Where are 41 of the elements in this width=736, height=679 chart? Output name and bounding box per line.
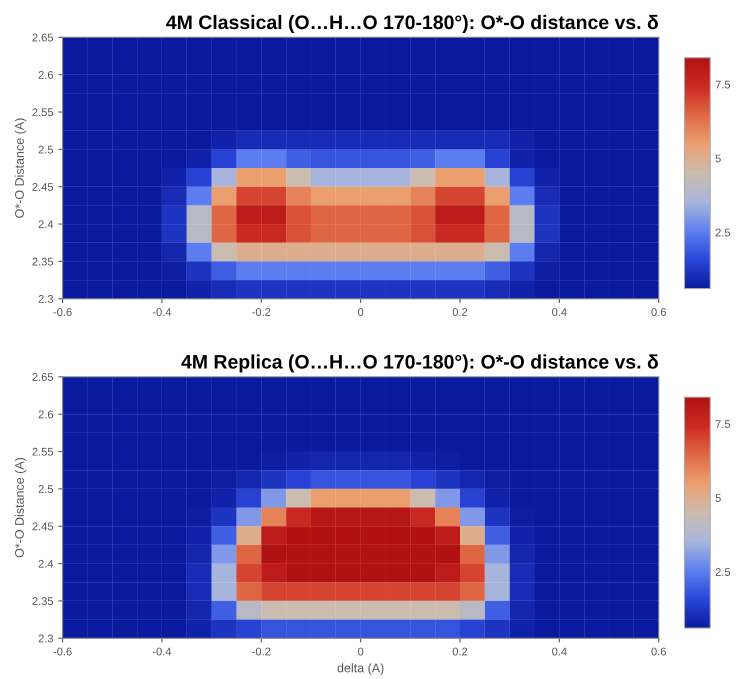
- color-bar-label: 7.5: [716, 80, 730, 88]
- x-tick-label: -0.6: [53, 648, 72, 656]
- y-tick-label: 2.4: [38, 220, 54, 228]
- y-tick-label: 2.35: [32, 258, 54, 266]
- color-bar-label: 5: [716, 494, 721, 502]
- x-tick-label: 0: [358, 308, 364, 316]
- x-tick-label: 0.6: [651, 648, 666, 656]
- x-tick-label: 0.4: [552, 308, 567, 316]
- x-tick-label: -0.6: [53, 308, 72, 316]
- color-bar-label: 2.5: [716, 228, 730, 236]
- x-tick-label: -0.4: [152, 308, 172, 316]
- x-tick-label: -0.4: [152, 648, 172, 656]
- x-axis-title: delta (A): [338, 663, 384, 675]
- y-tick-label: 2.6: [38, 410, 54, 418]
- chart-title: 4M Replica (O…H…O 170-180°): O*-O distance vs. δ: [181, 354, 658, 373]
- color-bar-label: 5: [716, 154, 721, 162]
- y-tick-label: 2.65: [32, 373, 54, 381]
- x-tick-label: 0.4: [552, 648, 567, 656]
- x-tick-label: 0.2: [452, 648, 468, 656]
- y-tick-label: 2.45: [32, 522, 54, 530]
- y-tick-label: 2.6: [38, 70, 54, 79]
- y-axis-title: O*-O Distance (A): [14, 458, 26, 558]
- y-tick-label: 2.3: [38, 634, 54, 642]
- y-tick-label: 2.45: [32, 182, 54, 191]
- chart-title: 4M Classical (O…H…O 170-180°): O*-O distance vs. δ: [166, 14, 658, 34]
- y-axis-title: O*-O Distance (A): [14, 118, 26, 218]
- y-tick-label: 2.65: [32, 34, 54, 42]
- x-tick-label: 0.2: [452, 308, 468, 316]
- color-bar-label: 2.5: [716, 568, 730, 576]
- y-tick-label: 2.3: [38, 295, 54, 303]
- y-tick-label: 2.55: [32, 448, 54, 456]
- x-tick-label: 0: [358, 648, 364, 656]
- y-tick-label: 2.5: [38, 146, 54, 154]
- y-tick-label: 2.5: [38, 485, 54, 494]
- color-bar-label: 7.5: [716, 420, 730, 428]
- x-tick-label: -0.2: [252, 648, 270, 656]
- y-tick-label: 2.55: [32, 108, 54, 116]
- y-tick-label: 2.4: [38, 560, 54, 568]
- y-tick-label: 2.35: [32, 597, 54, 606]
- x-tick-label: -0.2: [252, 308, 270, 316]
- x-tick-label: 0.6: [651, 308, 666, 316]
